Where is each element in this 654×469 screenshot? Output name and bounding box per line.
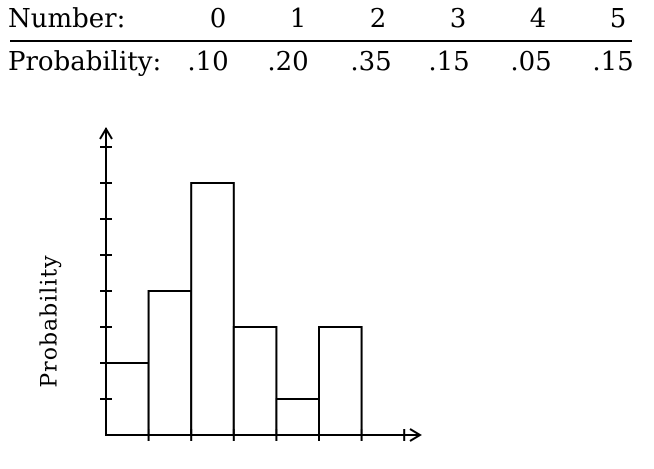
number-cell: 5	[609, 4, 627, 34]
number-cell: 1	[289, 4, 307, 34]
number-header: Number:	[8, 4, 126, 34]
table-divider	[10, 40, 632, 42]
probability-row: Probability: .10 .20 .35 .15 .05 .15	[6, 43, 634, 83]
histogram-bar	[105, 362, 150, 436]
probability-cell: .10	[187, 47, 229, 77]
x-axis-arrow	[409, 428, 422, 442]
y-axis-label: Probability	[37, 254, 63, 388]
number-row: Number: 0 1 2 3 4 5	[6, 0, 630, 40]
histogram-bar	[318, 326, 363, 436]
probability-cell: .35	[350, 47, 392, 77]
number-cell: 2	[369, 4, 387, 34]
probability-cell: .05	[510, 47, 552, 77]
histogram-bar	[190, 182, 235, 436]
probability-cell: .15	[428, 47, 470, 77]
probability-cell: .20	[267, 47, 309, 77]
number-cell: 3	[449, 4, 467, 34]
y-axis-arrow	[99, 127, 113, 140]
probability-header: Probability:	[8, 47, 162, 77]
bars-group	[105, 182, 363, 436]
axes-group	[99, 127, 422, 442]
number-cell: 0	[209, 4, 227, 34]
number-cell: 4	[529, 4, 547, 34]
histogram-bar	[147, 290, 193, 436]
histogram-bar	[232, 326, 278, 436]
probability-histogram	[99, 127, 422, 442]
histogram-bar	[275, 398, 320, 436]
y-axis-label-container: Probability	[30, 236, 70, 406]
probability-table: Number: 0 1 2 3 4 5 Probability: .10 .20…	[6, 0, 634, 77]
probability-cell: .15	[592, 47, 634, 77]
